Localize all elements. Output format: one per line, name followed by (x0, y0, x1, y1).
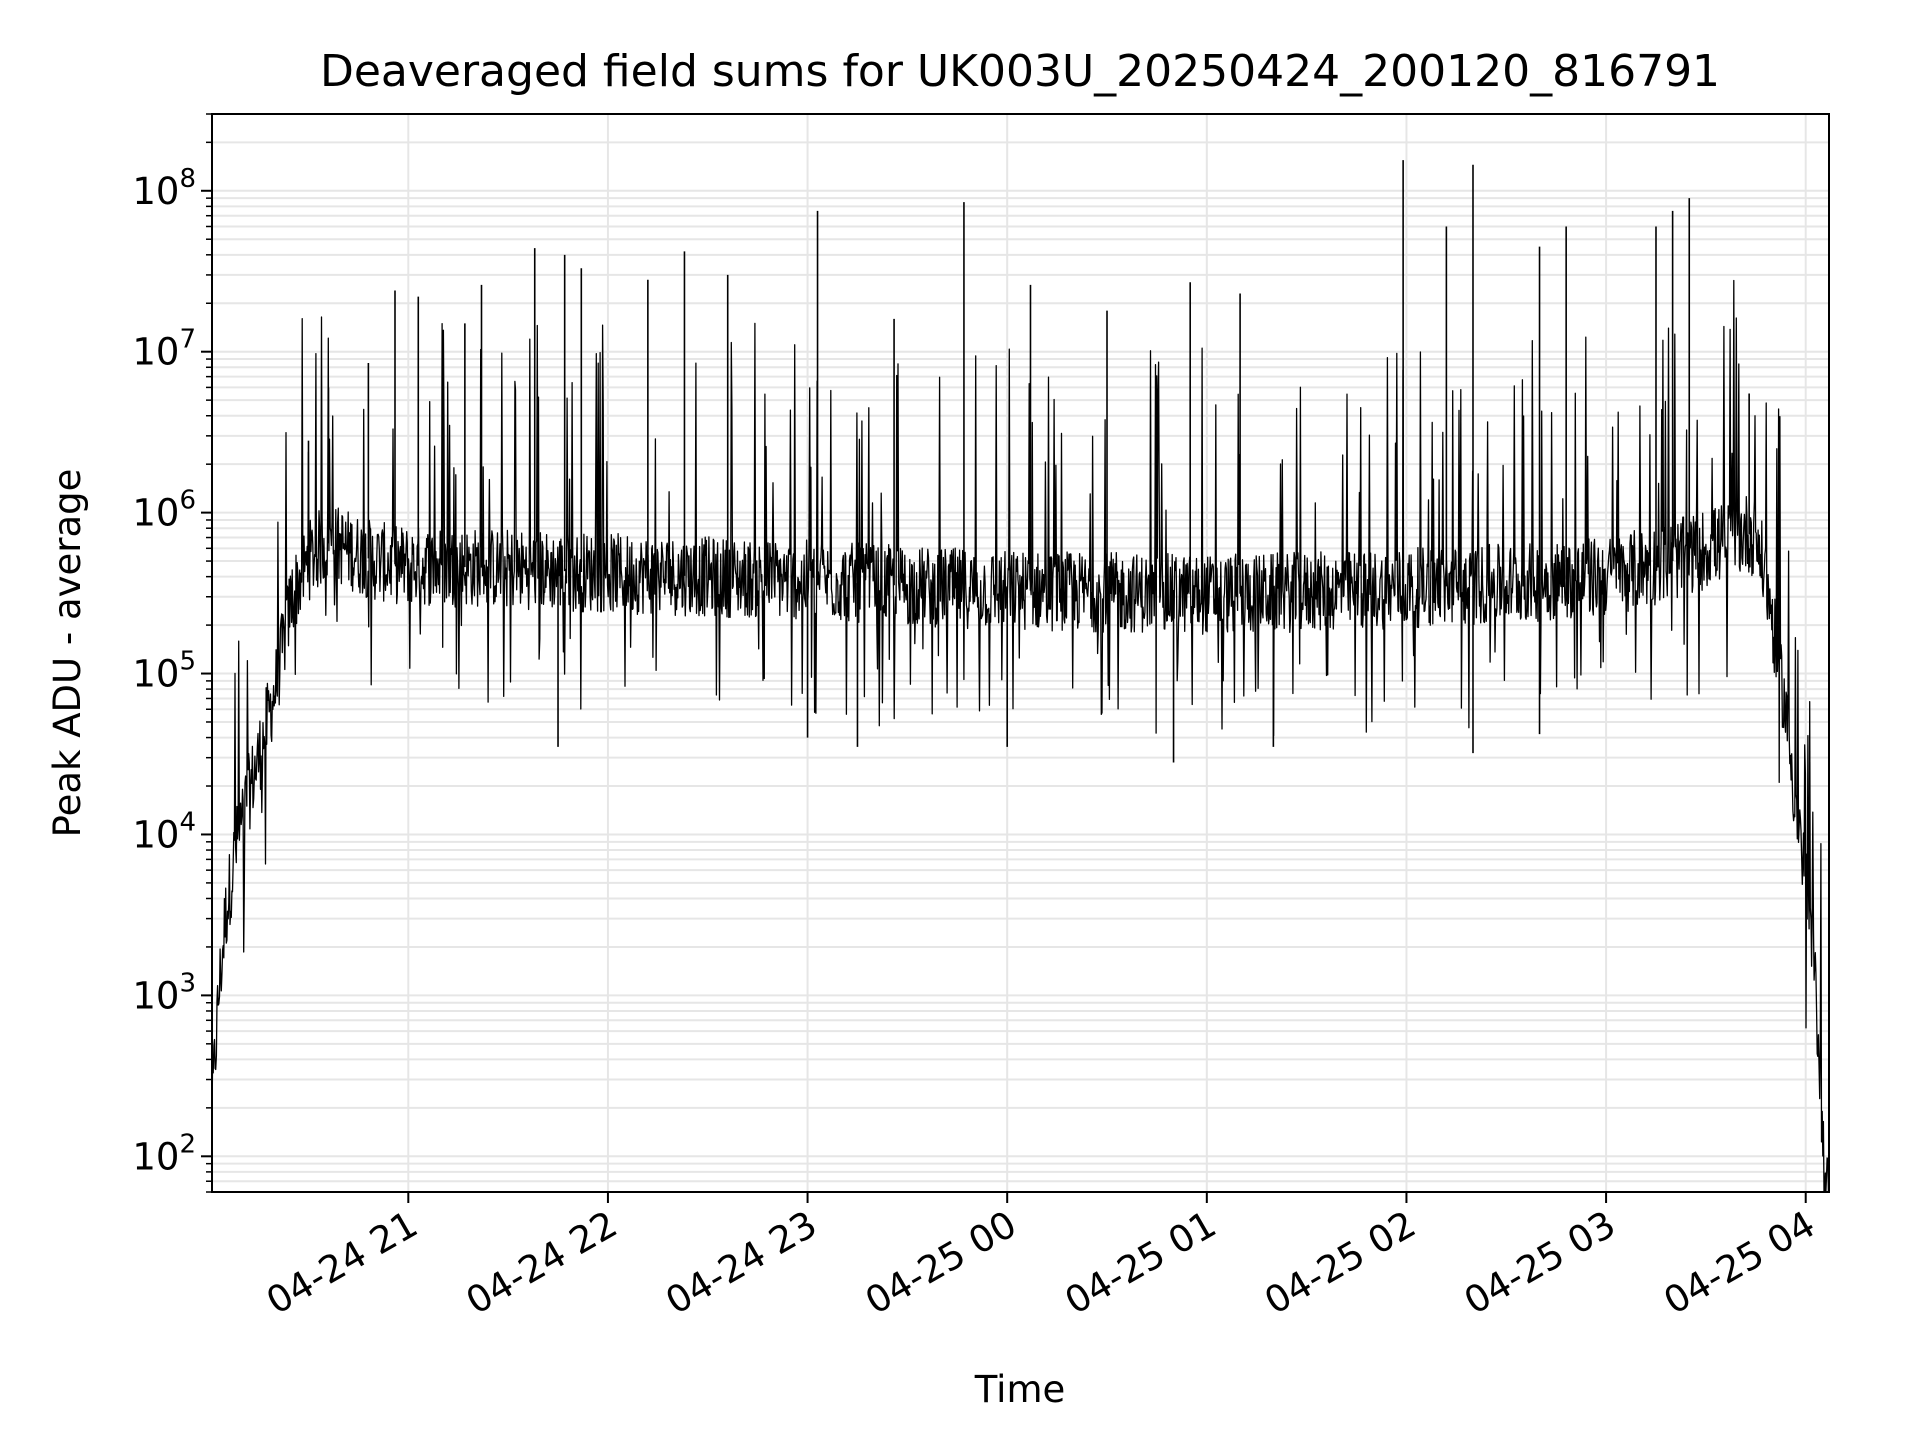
y-tick-label: 106 (132, 486, 196, 535)
y-tick-label: 108 (132, 164, 196, 213)
y-tick-label: 104 (132, 807, 196, 856)
series-line-layer (211, 160, 1830, 1193)
grid-layer (212, 113, 1829, 1193)
y-tick-label: 105 (132, 647, 196, 696)
y-tick-label: 102 (132, 1129, 196, 1178)
y-axis-label: Peak ADU - average (46, 469, 89, 838)
x-axis-label: Time (974, 1368, 1066, 1411)
chart-title: Deaveraged field sums for UK003U_2025042… (320, 46, 1720, 97)
y-tick-label: 103 (132, 968, 196, 1017)
plot-frame (211, 113, 1830, 1193)
y-tick-label: 107 (132, 325, 196, 374)
